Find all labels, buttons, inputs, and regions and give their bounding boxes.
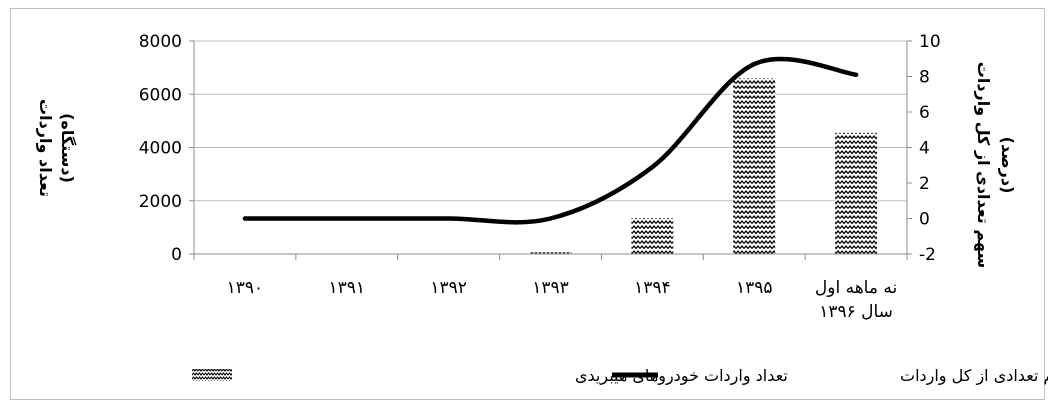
y-right-tick-label: 0 [919,210,930,230]
y-left-title: (دستگاه) [58,113,77,183]
x-category-label: ۱۳۹۵ [736,278,773,298]
legend-bar-swatch [192,369,232,381]
y-left-tick-label: 8000 [139,32,182,52]
x-category-label: نه ماهه اول [815,278,897,298]
y-right-tick-label: 8 [919,68,930,88]
legend: سهم تعدادی از کل واردات تعداد واردات خودر… [192,366,1048,386]
bar [631,218,674,254]
y-left-tick-label: 4000 [139,139,182,159]
y-right-tick-label: 4 [919,139,930,159]
bar [733,78,776,255]
y-right-title: سهم تعدادی از کل واردات [974,62,993,268]
legend-bar-label: تعداد واردات خودروهای هیبریدی [575,366,788,386]
share-line [242,56,859,225]
y-right-title: (درصد) [998,137,1017,194]
y-left-tick-label: 0 [171,245,182,265]
y-right-tick-label: -2 [919,245,936,265]
x-category-label: ۱۳۹۲ [430,278,467,298]
y-right-tick-label: 6 [919,103,930,123]
x-category-label: ۱۳۹۴ [634,278,671,298]
x-category-label: ۱۳۹۱ [329,278,366,298]
axis-titles: تعداد واردات (دستگاه) سهم تعدادی از کل وار… [36,62,1017,268]
y-left-tick-label: 6000 [139,85,182,105]
tick-labels: 0 2000 4000 6000 8000 -2 0 2 4 6 8 10 ۱۳۹۰ ۱۳۹۱ ۱۳۹۲ ۱۳… [139,32,941,322]
line-series [242,56,859,225]
chart-frame [10,8,1045,400]
y-right-tick-label: 2 [919,174,930,194]
y-left-title: تعداد واردات [36,99,55,197]
bar [835,132,878,254]
bar-series [529,78,878,255]
gridlines [194,40,907,202]
x-category-label: سال ۱۳۹۶ [819,302,893,322]
x-category-label: ۱۳۹۳ [532,278,569,298]
bar [529,252,572,254]
x-category-label: ۱۳۹۰ [227,278,264,298]
legend-line-label: سهم تعدادی از کل واردات [900,366,1048,386]
y-left-tick-label: 2000 [139,192,182,212]
axes [189,40,912,260]
y-right-tick-label: 10 [919,32,941,52]
